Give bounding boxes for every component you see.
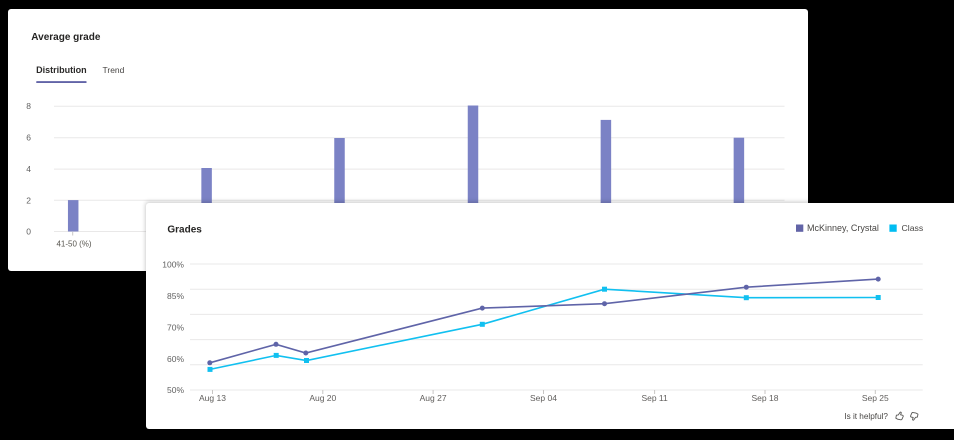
svg-text:6: 6	[26, 133, 31, 143]
svg-text:Aug 20: Aug 20	[309, 393, 336, 403]
svg-text:100%: 100%	[162, 259, 184, 269]
svg-text:Sep 18: Sep 18	[752, 393, 779, 403]
svg-text:Grades: Grades	[167, 225, 202, 236]
svg-text:70%: 70%	[167, 322, 184, 332]
svg-text:Class: Class	[902, 223, 924, 233]
svg-text:2: 2	[26, 195, 31, 205]
svg-text:Aug 27: Aug 27	[420, 393, 447, 403]
svg-text:Trend: Trend	[103, 65, 125, 75]
svg-text:60%: 60%	[167, 354, 184, 364]
svg-text:Sep 04: Sep 04	[530, 393, 557, 403]
svg-text:85%: 85%	[167, 291, 184, 301]
svg-text:Average grade: Average grade	[31, 32, 101, 43]
svg-text:8: 8	[26, 101, 31, 111]
svg-text:Distribution: Distribution	[36, 65, 87, 75]
svg-text:Sep 11: Sep 11	[641, 393, 668, 403]
svg-text:McKinney, Crystal: McKinney, Crystal	[807, 223, 879, 233]
svg-text:Sep 25: Sep 25	[862, 393, 889, 403]
svg-text:4: 4	[26, 164, 31, 174]
svg-text:50%: 50%	[167, 385, 184, 395]
svg-text:Aug 13: Aug 13	[199, 393, 226, 403]
svg-text:Is it helpful?: Is it helpful?	[844, 412, 888, 421]
svg-text:41-50 (%): 41-50 (%)	[56, 239, 91, 248]
svg-text:0: 0	[26, 227, 31, 237]
